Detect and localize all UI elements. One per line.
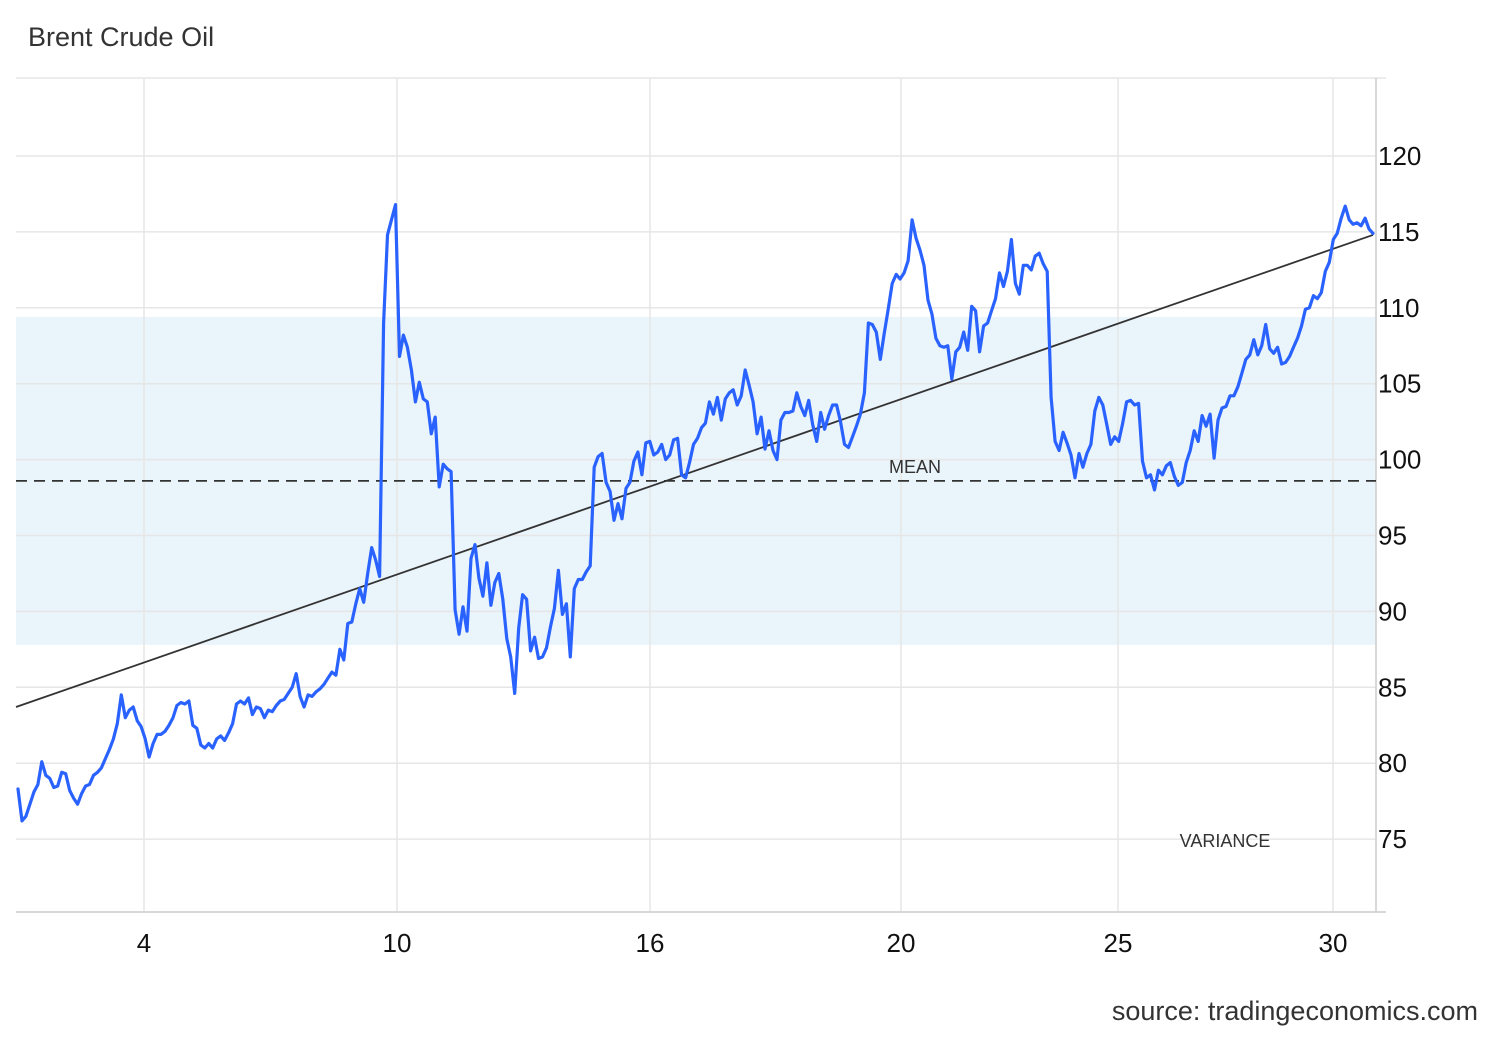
y-tick-label: 85 xyxy=(1378,672,1407,702)
x-tick-label: 25 xyxy=(1104,928,1133,958)
mean-label: MEAN xyxy=(889,457,941,477)
y-tick-label: 110 xyxy=(1378,293,1419,323)
x-tick-label: 16 xyxy=(636,928,665,958)
y-tick-label: 100 xyxy=(1378,445,1421,475)
chart-title: Brent Crude Oil xyxy=(28,22,215,52)
y-axis-labels: 75 80 85 90 95 100 105 110 115 120 xyxy=(1378,141,1421,854)
y-tick-label: 90 xyxy=(1378,596,1407,626)
y-tick-label: 75 xyxy=(1378,824,1407,854)
y-tick-label: 120 xyxy=(1378,141,1421,171)
x-tick-label: 30 xyxy=(1319,928,1348,958)
price-series-line xyxy=(16,203,1375,823)
vertical-gridlines xyxy=(143,78,1334,912)
trend-line xyxy=(15,234,1374,708)
x-axis-labels: 4 10 16 20 25 30 xyxy=(137,928,1348,958)
y-tick-label: 80 xyxy=(1378,748,1407,778)
y-tick-label: 95 xyxy=(1378,521,1407,551)
x-tick-label: 10 xyxy=(383,928,412,958)
source-credit: source: tradingeconomics.com xyxy=(1111,996,1478,1026)
y-tick-label: 115 xyxy=(1378,217,1419,247)
variance-label: VARIANCE xyxy=(1180,831,1271,851)
horizontal-gridlines xyxy=(16,155,1376,840)
x-tick-label: 4 xyxy=(137,928,151,958)
x-tick-label: 20 xyxy=(887,928,916,958)
y-tick-label: 105 xyxy=(1378,369,1421,399)
